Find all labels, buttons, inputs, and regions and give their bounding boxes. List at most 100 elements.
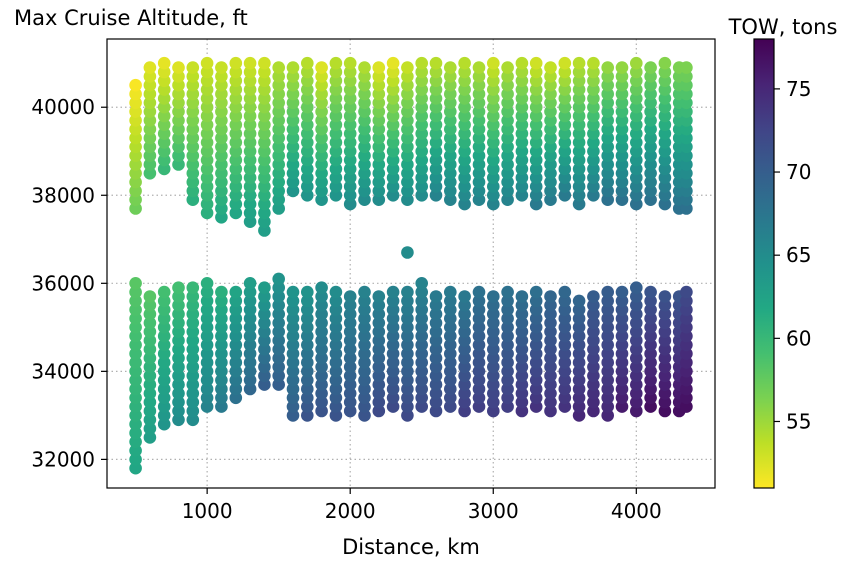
data-point <box>429 180 443 193</box>
data-point <box>444 321 457 334</box>
data-point <box>258 74 271 88</box>
data-point <box>329 56 343 70</box>
data-point <box>558 329 572 343</box>
data-point <box>601 175 614 189</box>
data-point <box>129 167 142 180</box>
data-point <box>215 184 228 198</box>
data-point <box>229 347 243 361</box>
data-point <box>487 83 500 96</box>
data-point <box>286 114 300 127</box>
data-point <box>172 404 185 418</box>
data-point <box>615 391 629 405</box>
data-point <box>630 100 643 114</box>
data-point <box>472 105 486 118</box>
data-point <box>401 285 414 299</box>
data-point <box>386 285 400 299</box>
data-point <box>529 136 543 149</box>
data-point <box>429 387 443 400</box>
data-point <box>386 162 400 176</box>
data-point <box>644 365 657 378</box>
data-point <box>258 299 271 312</box>
data-point <box>258 136 271 149</box>
data-point <box>186 87 200 101</box>
data-point <box>444 184 457 198</box>
data-point <box>444 391 457 405</box>
data-point <box>143 299 157 312</box>
data-point <box>572 321 586 334</box>
data-point <box>358 96 371 110</box>
data-point <box>630 387 643 400</box>
data-point <box>587 334 600 347</box>
data-point <box>286 356 300 369</box>
data-point <box>243 74 257 88</box>
data-point <box>415 153 429 167</box>
data-point <box>243 312 257 325</box>
data-point <box>630 56 643 70</box>
data-point <box>501 114 514 127</box>
data-point <box>415 100 429 114</box>
data-point <box>472 149 486 162</box>
data-point <box>401 382 414 396</box>
data-point <box>572 356 586 369</box>
data-point <box>315 140 328 154</box>
data-point <box>143 114 157 127</box>
data-point <box>143 343 157 356</box>
data-point <box>501 294 514 308</box>
data-point <box>558 127 572 140</box>
data-point <box>544 369 557 383</box>
data-point <box>658 83 672 96</box>
data-point <box>429 145 443 158</box>
data-point <box>501 391 514 405</box>
data-point <box>315 404 328 418</box>
data-point <box>329 100 343 114</box>
data-point <box>215 329 228 343</box>
data-point <box>680 96 693 110</box>
data-point <box>258 100 271 114</box>
data-point <box>143 140 157 154</box>
data-point <box>286 70 300 83</box>
data-point <box>243 329 257 343</box>
data-point <box>415 373 429 387</box>
data-point <box>329 365 343 378</box>
data-point <box>129 96 142 110</box>
data-point <box>472 365 486 378</box>
data-point <box>315 61 328 74</box>
data-point <box>315 167 328 180</box>
data-point <box>343 334 357 347</box>
data-point <box>644 303 657 317</box>
data-point <box>515 189 529 202</box>
data-point <box>243 356 257 369</box>
data-point <box>143 167 157 180</box>
data-point <box>157 294 171 308</box>
data-point <box>472 294 486 308</box>
data-point <box>587 74 600 88</box>
data-point <box>200 109 214 123</box>
data-point <box>487 299 500 312</box>
data-point <box>401 122 414 136</box>
data-point <box>372 122 386 136</box>
data-point <box>515 351 529 365</box>
colorbar-title: TOW, tons <box>728 15 838 39</box>
data-point <box>215 285 228 299</box>
data-point <box>472 96 486 110</box>
data-point <box>343 136 357 149</box>
data-point <box>444 167 457 180</box>
data-point <box>243 338 257 352</box>
data-point <box>272 122 286 136</box>
data-point <box>630 290 643 303</box>
data-point <box>401 338 414 352</box>
data-point <box>615 193 629 206</box>
data-point <box>601 114 614 127</box>
data-point <box>658 100 672 114</box>
data-point <box>229 127 243 140</box>
colorbar-tick-label: 70 <box>786 160 811 184</box>
data-point <box>572 373 586 387</box>
data-point <box>458 290 471 303</box>
data-point <box>415 294 429 308</box>
data-point <box>487 307 500 321</box>
data-point <box>372 140 386 154</box>
data-point <box>558 356 572 369</box>
data-point <box>143 149 157 162</box>
chart-title: Max Cruise Altitude, ft <box>14 6 248 30</box>
data-point <box>501 167 514 180</box>
